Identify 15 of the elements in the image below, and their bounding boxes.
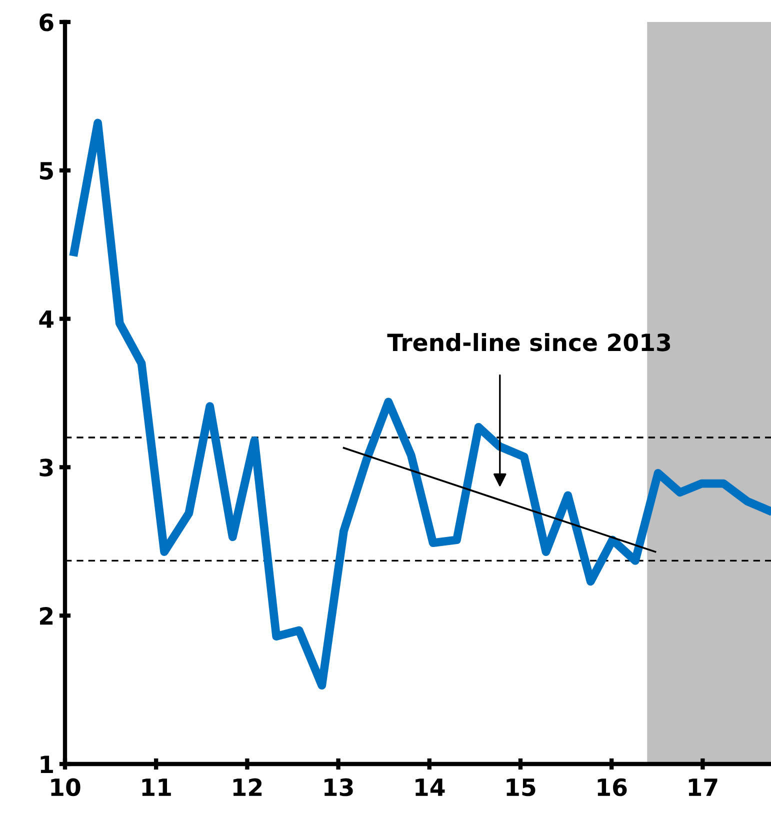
x-tick-label: 11 <box>142 778 171 796</box>
x-tick-label: 16 <box>598 778 627 796</box>
annotation: Trend-line since 2013 <box>387 333 670 352</box>
x-tick-label: 17 <box>688 778 718 796</box>
x-tick-label: 14 <box>416 778 445 796</box>
y-tick-label: 1 <box>40 756 53 773</box>
y-tick-label: 2 <box>40 607 53 625</box>
x-tick-label: 15 <box>506 778 536 796</box>
y-tick-label: 4 <box>39 310 54 328</box>
x-tick-label: 13 <box>324 778 353 796</box>
y-tick-label: 5 <box>40 162 53 180</box>
x-tick-label: 12 <box>233 778 262 796</box>
y-tick-label: 3 <box>40 458 53 477</box>
y-tick-label: 6 <box>40 13 54 32</box>
x-tick-label: 10 <box>51 778 80 796</box>
